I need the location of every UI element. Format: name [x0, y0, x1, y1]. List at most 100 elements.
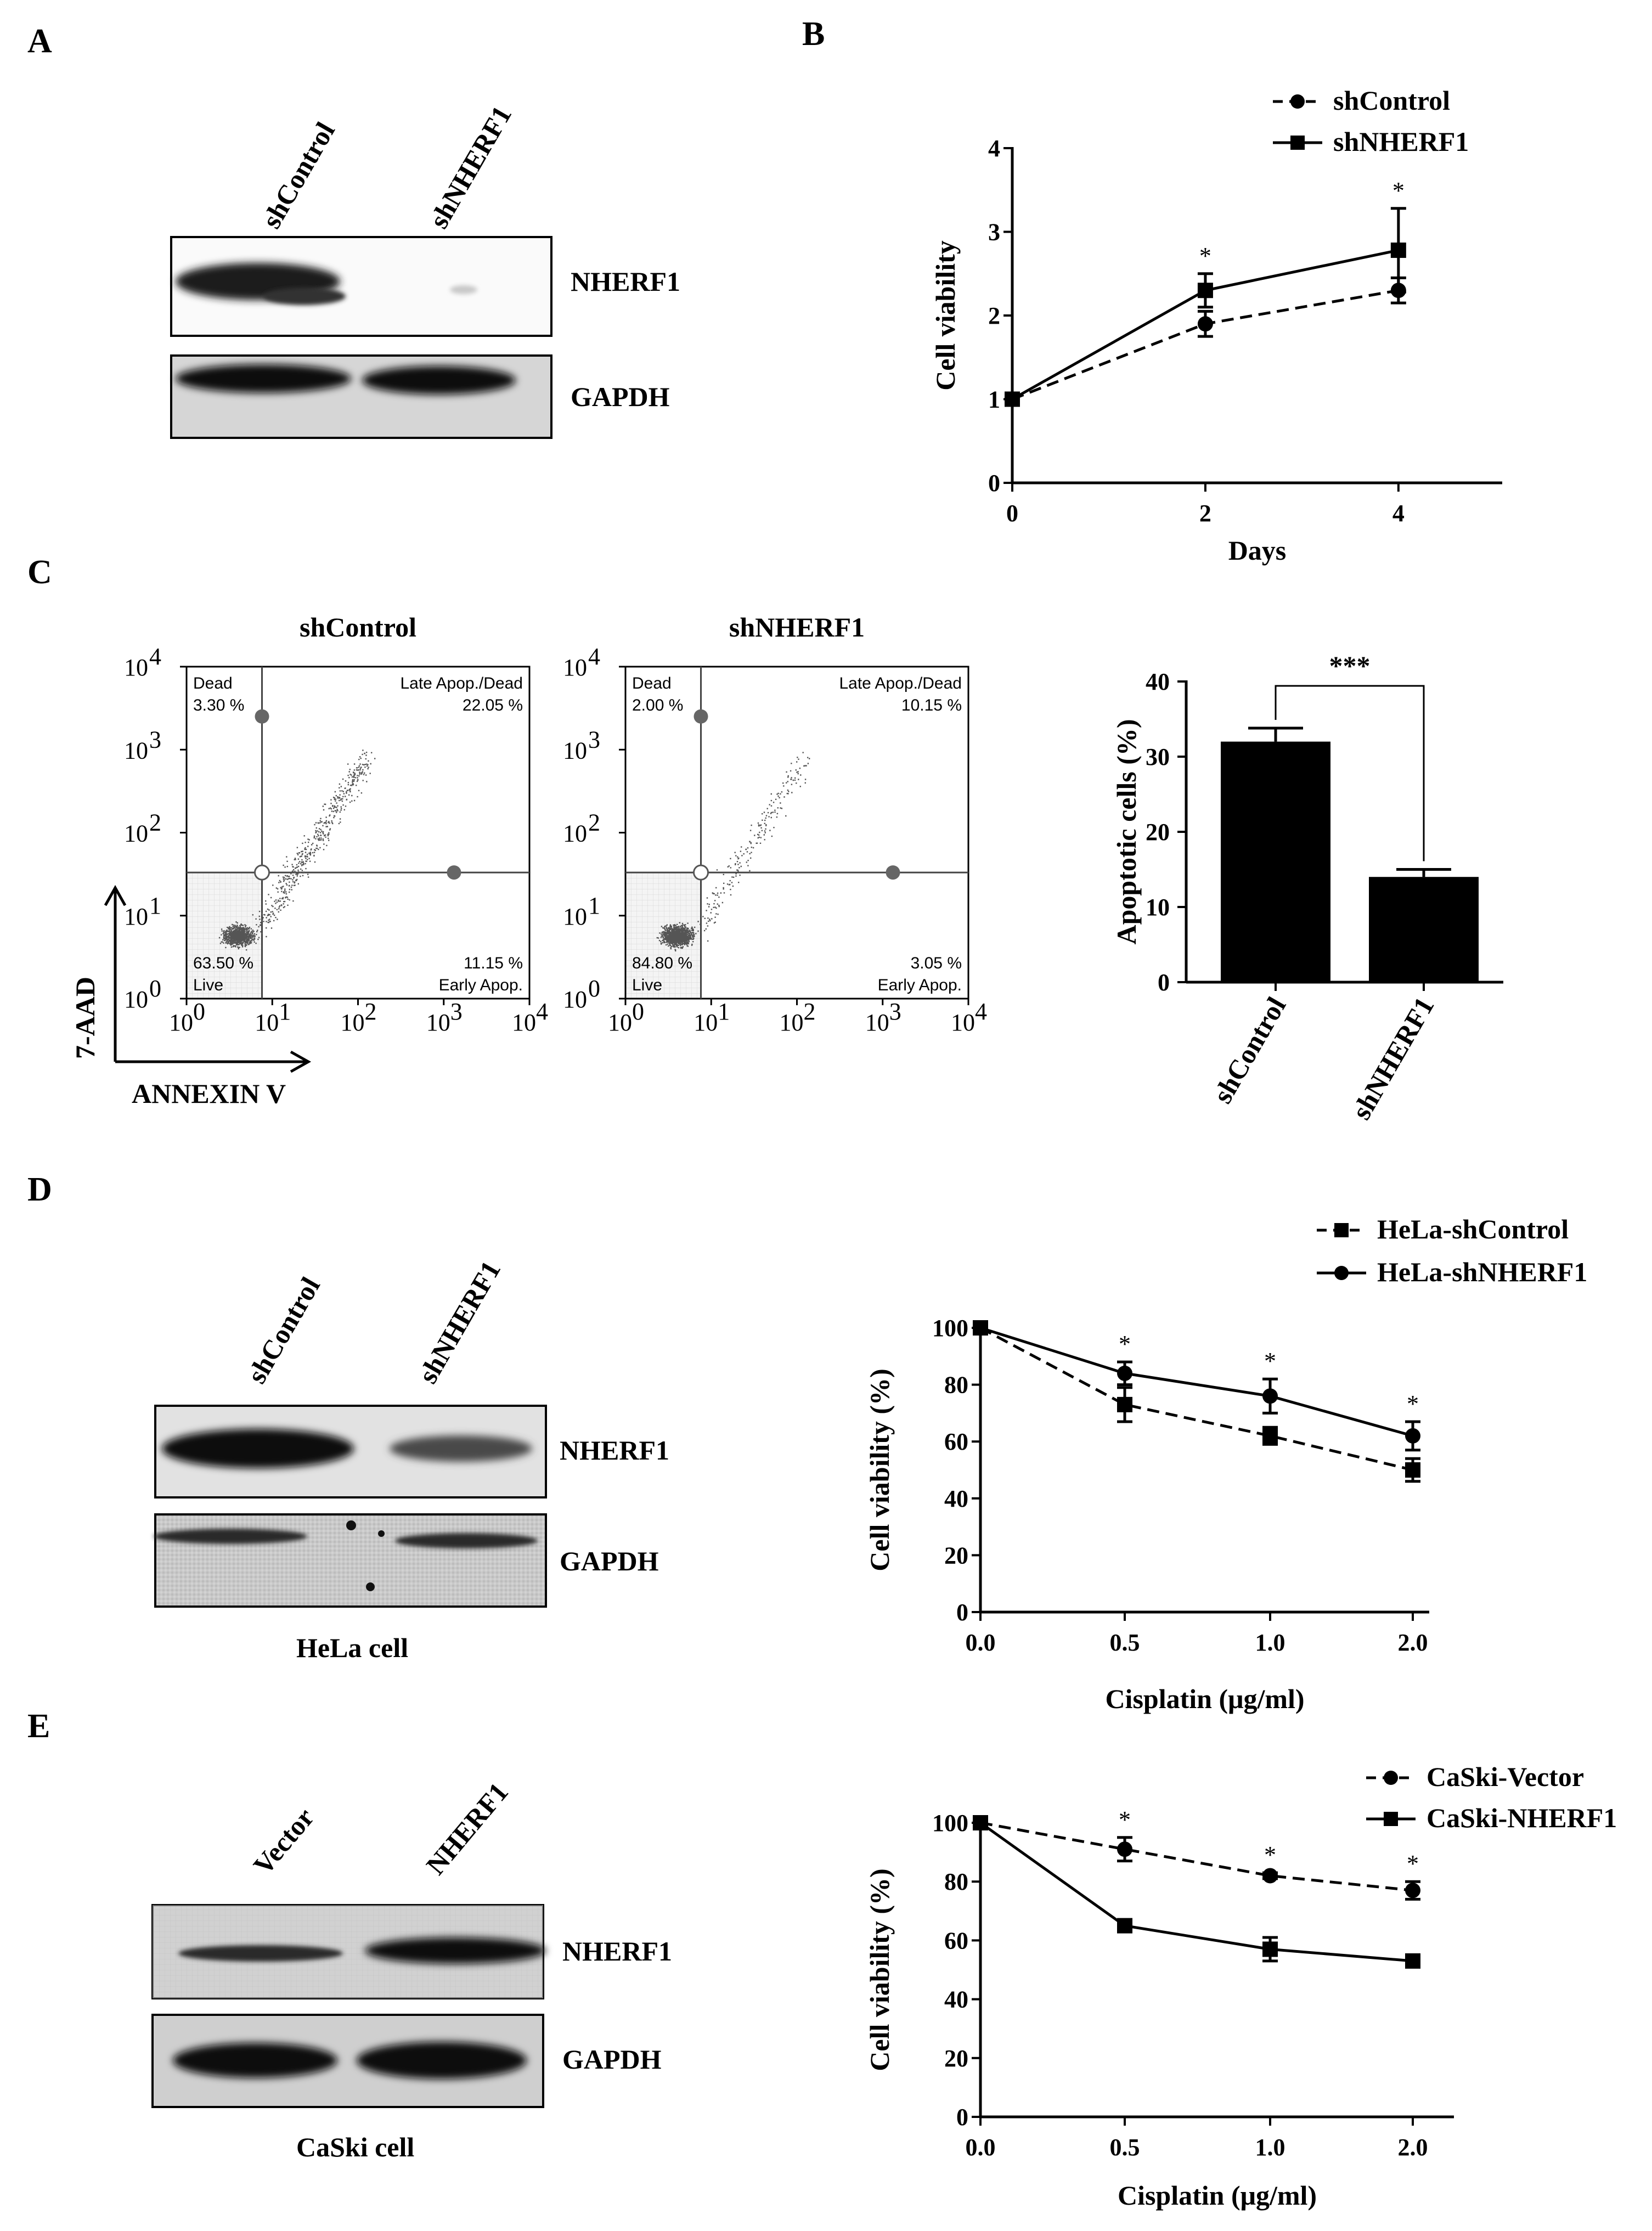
- panel-e: E Vector NHERF1 NHERF1 GAPDH CaSki cell …: [27, 1708, 1617, 2211]
- q-early-label: Early Apop.: [878, 976, 962, 994]
- flow-y-tick-label: 10: [124, 820, 148, 847]
- significance-marker: *: [1264, 1348, 1276, 1374]
- flow-x-tick-exp: 4: [975, 998, 987, 1025]
- flow-x-tick-exp: 0: [193, 998, 205, 1025]
- y-tick-label: 60: [944, 1428, 968, 1455]
- gate-handle: [447, 865, 461, 880]
- legend-label: shNHERF1: [1333, 126, 1469, 157]
- x-tick-label: 0: [1006, 500, 1018, 527]
- q-dead-label: Dead: [632, 674, 672, 692]
- data-point: [1262, 1941, 1278, 1957]
- lane-label-d2: shNHERF1: [412, 1255, 506, 1388]
- q-early-value: 11.15 %: [464, 954, 523, 972]
- data-point: [1405, 1428, 1420, 1444]
- flow-x-tick-label: 10: [341, 1009, 365, 1036]
- flow-y-tick-exp: 2: [149, 809, 161, 836]
- q-live-label: Live: [632, 976, 662, 994]
- series-CaSki-Vector: [973, 1815, 1420, 1901]
- y-tick-label: 2: [988, 302, 1000, 329]
- data-point: [973, 1320, 988, 1336]
- band-label-a-nherf1: NHERF1: [571, 266, 680, 297]
- series-CaSki-NHERF1: [973, 1815, 1420, 1969]
- bar-shControl: [1221, 741, 1330, 982]
- y-tick-label: 40: [1146, 668, 1170, 695]
- flow-title: shNHERF1: [729, 612, 865, 643]
- flow-y-tick-exp: 3: [149, 726, 161, 753]
- flow-x-tick-exp: 2: [365, 998, 377, 1025]
- blot-e-gapdh: [151, 2014, 544, 2108]
- legend-label: CaSki-NHERF1: [1427, 1802, 1617, 1833]
- significance-marker: *: [1119, 1806, 1131, 1833]
- significance-marker: ***: [1329, 650, 1371, 681]
- q-dead-value: 2.00 %: [632, 696, 683, 714]
- panel-label-d: D: [27, 1171, 52, 1208]
- flow-x-tick-label: 10: [780, 1009, 804, 1036]
- gate-handle-center: [254, 864, 270, 881]
- significance-marker: *: [1392, 177, 1405, 204]
- y-tick-label: 100: [932, 1810, 968, 1836]
- q-live-value: 63.50 %: [193, 954, 253, 972]
- flow-x-tick-exp: 3: [889, 998, 901, 1025]
- lane-label-a1: shControl: [256, 117, 341, 234]
- x-tick-label: 1.0: [1255, 1629, 1285, 1656]
- data-point: [1405, 1953, 1420, 1969]
- chart-d: 0 20 40 60 80 100 0.0 0.5 1.0 2.0 Cisplatin (μg/ml…: [864, 1214, 1587, 1714]
- q-live-label: Live: [193, 976, 223, 994]
- flow-x-tick-exp: 1: [279, 998, 291, 1025]
- flow-x-tick-label: 10: [426, 1009, 450, 1036]
- flow-plots-c: Dead 3.30 % Late Apop./Dead 22.05 % 63.50 % L…: [124, 612, 987, 1036]
- flow-plot-0: Dead 3.30 % Late Apop./Dead 22.05 % 63.50 % L…: [124, 612, 548, 1036]
- series-HeLa-shControl: [973, 1320, 1420, 1483]
- panel-a: A shControl shNHERF1 NHERF1 GAPDH: [27, 22, 680, 439]
- flow-y-tick-label: 10: [563, 737, 587, 764]
- y-tick-label: 20: [1146, 819, 1170, 846]
- caption-d: HeLa cell: [296, 1632, 408, 1663]
- y-tick-label: 4: [988, 135, 1000, 162]
- blot-d-nherf1: [154, 1405, 547, 1498]
- band-label-a-gapdh: GAPDH: [571, 381, 670, 412]
- series-line: [980, 1326, 1413, 1438]
- flow-title: shControl: [300, 612, 416, 643]
- flow-axis-arrows: 7-AAD ANNEXIN V: [70, 884, 312, 1109]
- q-dead-label: Dead: [193, 674, 233, 692]
- lane-label-e2: NHERF1: [420, 1777, 514, 1880]
- flow-x-tick-exp: 1: [718, 998, 730, 1025]
- x-tick-label: 2: [1199, 500, 1211, 527]
- panel-c: C Dead 3.30 % Late Apop./Dead 22.05 % 63.50 …: [27, 554, 1503, 1125]
- flow-y-tick-label: 10: [563, 903, 587, 930]
- flow-y-tick-label: 10: [124, 986, 148, 1013]
- flow-y-tick-label: 10: [563, 654, 587, 681]
- blot-a-nherf1: [170, 236, 552, 337]
- flow-x-tick-label: 10: [951, 1009, 975, 1036]
- flow-y-tick-exp: 1: [149, 892, 161, 919]
- significance-marker: *: [1407, 1850, 1419, 1877]
- x-axis-label: Days: [1228, 535, 1287, 566]
- data-point: [1005, 391, 1020, 407]
- y-axis-label: Apoptotic cells (%): [1111, 719, 1142, 944]
- bar-shNHERF1: [1369, 877, 1479, 982]
- data-point: [1197, 316, 1213, 332]
- q-dead-value: 3.30 %: [193, 696, 244, 714]
- flow-y-tick-exp: 0: [588, 975, 600, 1002]
- legend-label: HeLa-shControl: [1377, 1214, 1569, 1244]
- blot-a-gapdh: [170, 354, 552, 439]
- y-tick-label: 60: [944, 1927, 968, 1954]
- lane-label-a2: shNHERF1: [423, 100, 517, 233]
- y-tick-label: 1: [988, 386, 1000, 413]
- series-shNHERF1: [1005, 207, 1406, 407]
- gate-handle: [886, 865, 900, 880]
- caption-e: CaSki cell: [296, 2132, 414, 2162]
- y-tick-label: 40: [944, 1485, 968, 1512]
- gate-handle: [255, 709, 269, 724]
- flow-x-tick-exp: 4: [536, 998, 548, 1025]
- legend-label: CaSki-Vector: [1427, 1761, 1584, 1792]
- q-late-label: Late Apop./Dead: [839, 674, 962, 692]
- blot-d-gapdh: [154, 1513, 547, 1608]
- y-tick-label: 30: [1146, 743, 1170, 770]
- y-tick-label: 0: [1158, 969, 1170, 996]
- q-late-value: 22.05 %: [463, 696, 523, 714]
- series-line: [979, 1326, 1413, 1472]
- chart-b: 0 1 2 3 4 0 2 4 Days Cell viability * * shControl shN…: [930, 85, 1502, 566]
- x-tick-label: 2.0: [1398, 1629, 1428, 1656]
